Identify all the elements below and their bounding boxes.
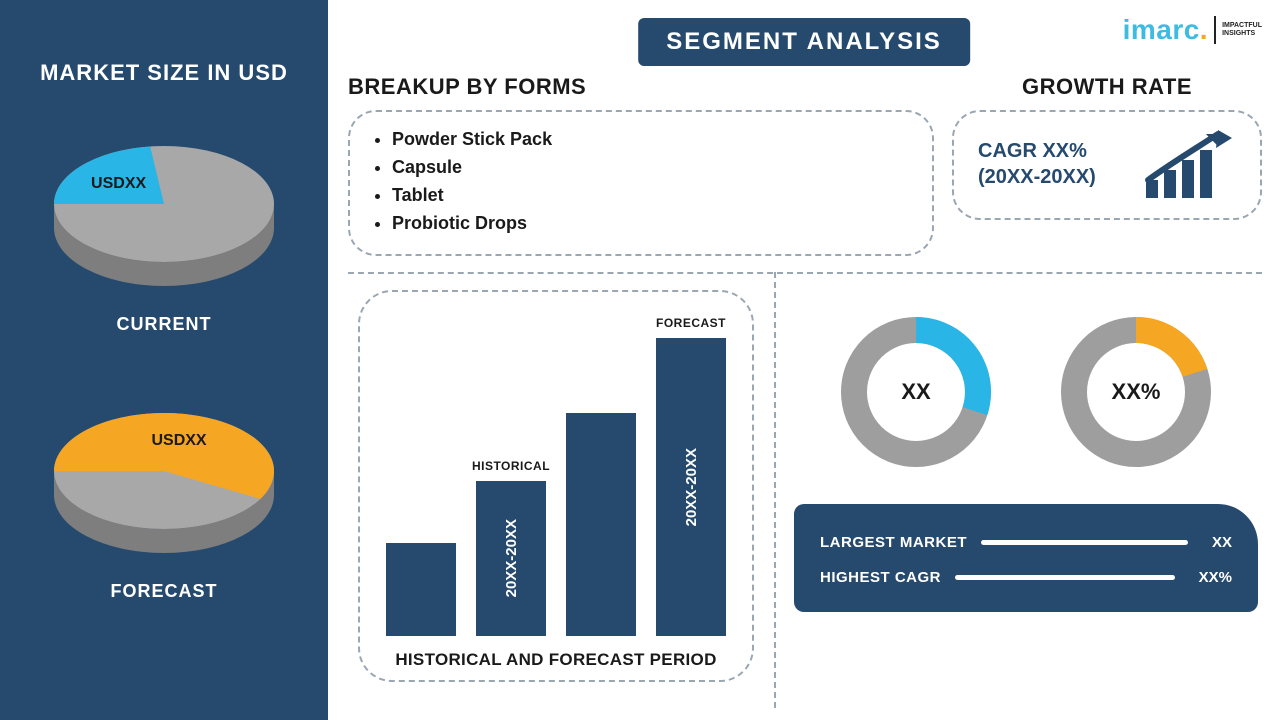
bar bbox=[386, 543, 456, 636]
breakup-list: Powder Stick PackCapsuleTabletProbiotic … bbox=[374, 126, 908, 238]
info-value: XX bbox=[1212, 534, 1232, 551]
sidebar: MARKET SIZE IN USD USDXX CURRENT USDXX F… bbox=[0, 0, 328, 720]
info-value: XX% bbox=[1199, 569, 1232, 586]
growth-chart-icon bbox=[1140, 124, 1236, 204]
growth-box: CAGR XX% (20XX-20XX) bbox=[952, 110, 1262, 220]
info-row: HIGHEST CAGR XX% bbox=[820, 569, 1232, 586]
pie-current-block: USDXX CURRENT bbox=[10, 116, 318, 335]
info-bar bbox=[955, 575, 1175, 580]
cagr-line2: (20XX-20XX) bbox=[978, 164, 1096, 190]
cagr-line1: CAGR XX% bbox=[978, 138, 1096, 164]
info-bar bbox=[981, 540, 1188, 545]
bars-area: 20XX-20XXHISTORICAL20XX-20XXFORECAST bbox=[386, 308, 726, 636]
breakup-item: Tablet bbox=[392, 182, 908, 210]
breakup-item: Powder Stick Pack bbox=[392, 126, 908, 154]
sidebar-title: MARKET SIZE IN USD bbox=[40, 60, 288, 86]
info-card: LARGEST MARKET XX HIGHEST CAGR XX% bbox=[794, 504, 1258, 612]
brand-subtext: IMPACTFULINSIGHTS bbox=[1222, 22, 1262, 37]
breakup-item: Capsule bbox=[392, 154, 908, 182]
bar: 20XX-20XXHISTORICAL bbox=[476, 481, 546, 636]
breakup-column: BREAKUP BY FORMS Powder Stick PackCapsul… bbox=[348, 74, 934, 256]
title-ribbon: SEGMENT ANALYSIS bbox=[638, 18, 970, 66]
info-row: LARGEST MARKET XX bbox=[820, 534, 1232, 551]
brand-separator bbox=[1214, 16, 1216, 44]
bar-label: 20XX-20XX bbox=[503, 519, 520, 597]
info-label: HIGHEST CAGR bbox=[820, 569, 941, 586]
row-top: BREAKUP BY FORMS Powder Stick PackCapsul… bbox=[348, 74, 1262, 256]
bar: 20XX-20XXFORECAST bbox=[656, 338, 726, 636]
bars-caption: HISTORICAL AND FORECAST PERIOD bbox=[395, 650, 716, 670]
growth-column: GROWTH RATE CAGR XX% (20XX-20XX) bbox=[952, 74, 1262, 256]
growth-heading: GROWTH RATE bbox=[952, 74, 1262, 100]
donuts-row: XX XX% bbox=[794, 312, 1258, 472]
right-lower-panel: XX XX% LARGEST MARKET XX HIGHEST CAGR XX% bbox=[794, 296, 1258, 690]
pie-forecast: USDXX bbox=[39, 383, 289, 563]
pie-current-label: CURRENT bbox=[117, 314, 212, 335]
donut-1: XX bbox=[836, 312, 996, 472]
breakup-item: Probiotic Drops bbox=[392, 210, 908, 238]
horizontal-divider bbox=[348, 272, 1262, 274]
bars-panel: 20XX-20XXHISTORICAL20XX-20XXFORECAST HIS… bbox=[358, 290, 754, 682]
breakup-heading: BREAKUP BY FORMS bbox=[348, 74, 934, 100]
bar bbox=[566, 413, 636, 636]
donut-1-center: XX bbox=[901, 379, 930, 405]
svg-text:USDXX: USDXX bbox=[151, 432, 206, 449]
bar-topcap: HISTORICAL bbox=[472, 459, 550, 473]
pie-current: USDXX bbox=[39, 116, 289, 296]
donut-2-center: XX% bbox=[1112, 379, 1161, 405]
breakup-box: Powder Stick PackCapsuleTabletProbiotic … bbox=[348, 110, 934, 256]
brand-logo: imarc. IMPACTFULINSIGHTS bbox=[1123, 14, 1262, 46]
brand-main: imarc. bbox=[1123, 14, 1209, 46]
pie-forecast-block: USDXX FORECAST bbox=[10, 383, 318, 602]
main-area: SEGMENT ANALYSIS imarc. IMPACTFULINSIGHT… bbox=[328, 0, 1280, 720]
bar-topcap: FORECAST bbox=[656, 316, 726, 330]
vertical-divider bbox=[774, 272, 776, 708]
svg-text:USDXX: USDXX bbox=[91, 175, 146, 192]
cagr-text: CAGR XX% (20XX-20XX) bbox=[978, 138, 1096, 190]
info-label: LARGEST MARKET bbox=[820, 534, 967, 551]
pie-forecast-label: FORECAST bbox=[111, 581, 218, 602]
bar-label: 20XX-20XX bbox=[683, 448, 700, 526]
donut-2: XX% bbox=[1056, 312, 1216, 472]
